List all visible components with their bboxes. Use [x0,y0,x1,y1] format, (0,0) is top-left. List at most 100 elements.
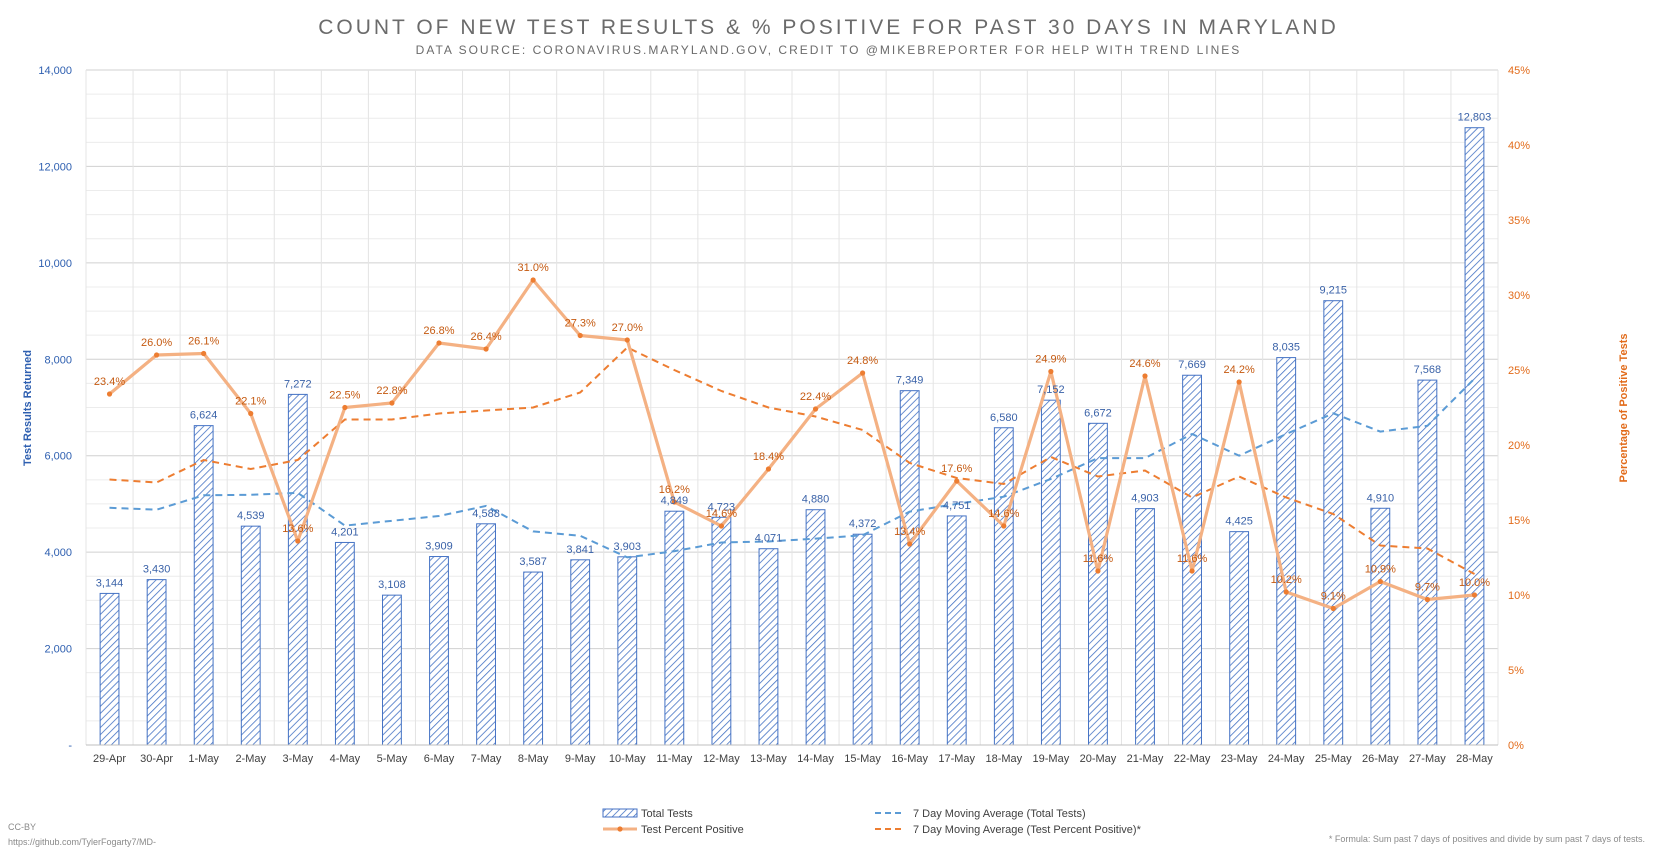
y2-tick-label: 5% [1508,665,1524,677]
pct-value-label: 17.6% [941,463,972,475]
pct-line [108,278,1475,611]
pct-point [765,466,772,472]
pct-point [342,404,348,411]
pct-value-label: 13.4% [894,526,925,538]
x-tick-label: 16-May [891,753,928,765]
pct-value-label: 11.6% [1083,553,1114,565]
bar-value-label: 4,425 [1225,516,1253,528]
pct-point [1048,368,1054,375]
bar [1088,422,1108,746]
pct-point [248,410,254,417]
y2-tick-label: 25% [1508,365,1530,377]
x-tick-label: 1-May [188,753,219,765]
pct-point [1424,596,1430,603]
x-tick-label: 17-May [938,753,975,765]
x-tick-label: 4-May [330,753,361,765]
pct-value-label: 22.1% [235,396,266,408]
bar [240,525,261,746]
y-tick-label: 6,000 [44,451,72,463]
x-tick-label: 6-May [424,753,455,765]
pct-point [718,523,725,529]
pct-value-label: 26.4% [470,331,501,343]
bar-value-label: 3,430 [143,564,171,576]
x-tick-label: 23-May [1221,753,1258,765]
y2-tick-label: 20% [1508,440,1530,452]
x-tick-label: 19-May [1033,753,1070,765]
bar-value-label: 3,903 [614,541,642,553]
pct-value-label: 11.6% [1177,553,1208,565]
y2-tick-label: 10% [1508,590,1530,602]
source-url-text[interactable]: https://github.com/TylerFogarty7/MD- [8,837,157,847]
x-tick-label: 24-May [1268,753,1305,765]
pct-value-label: 14.6% [706,508,737,520]
y2-tick-label: 40% [1508,140,1530,152]
pct-value-label: 26.0% [141,337,172,349]
bar-value-label: 7,349 [896,375,924,387]
bar-value-label: 4,588 [472,508,500,520]
pct-point [1001,523,1007,529]
license-text: CC-BY [8,822,37,832]
chart-subtitle: DATA SOURCE: CORONAVIRUS.MARYLAND.GOV, C… [415,43,1242,57]
legend-label: 7 Day Moving Average (Test Percent Posit… [913,824,1142,836]
bar-value-label: 6,672 [1084,407,1112,419]
bar-value-label: 3,909 [425,541,453,553]
bar-value-label: 4,071 [755,533,783,545]
x-tick-label: 5-May [377,753,408,765]
grid [85,69,1499,746]
pct-value-label: 9.1% [1321,591,1346,603]
y2-tick-label: 30% [1508,290,1530,302]
pct-point [1189,568,1195,574]
bar-value-label: 3,108 [378,579,406,591]
x-tick-label: 20-May [1080,753,1117,765]
bar-value-label: 4,880 [802,494,830,506]
y-axis-title: Test Results Returned [22,350,34,466]
x-tick-label: 11-May [656,753,692,765]
bar-value-label: 6,580 [990,412,1018,424]
pct-point [860,370,866,376]
bar [146,579,167,746]
y-tick-label: - [68,740,72,752]
pct-point [154,352,160,358]
bar [617,556,638,746]
pct-point [1095,568,1101,574]
pct-point [1283,589,1289,595]
pct-point [954,478,960,484]
bar [1276,357,1297,746]
bar-value-label: 4,849 [661,495,689,507]
x-tick-label: 28-May [1456,753,1493,765]
bar [758,548,779,746]
pct-point [671,499,677,505]
bar [852,533,873,746]
pct-value-label: 13.6% [282,523,313,535]
pct-value-label: 22.4% [800,391,831,403]
bar [1417,379,1438,746]
y-tick-label: 4,000 [44,547,72,559]
legend-label: Total Tests [641,808,693,820]
x-tick-label: 13-May [750,753,787,765]
pct-point [1236,379,1242,385]
bar-value-label: 4,903 [1131,493,1159,505]
bar-series-total-tests [99,127,1485,746]
legend-label: Test Percent Positive [641,824,744,836]
y2-tick-label: 15% [1508,515,1530,527]
bar-value-label: 3,587 [519,556,547,568]
bar [1323,300,1344,746]
bar-value-label: 4,723 [708,501,736,513]
legend-swatch-total-tests [602,808,638,818]
pct-point [907,541,913,547]
pct-point [295,538,301,544]
pct-value-label: 9.7% [1415,582,1440,594]
bar [193,425,214,746]
bar-value-label: 9,215 [1320,285,1348,297]
bar [429,556,449,746]
bar [993,427,1014,746]
bar-value-label: 3,841 [566,544,594,556]
bar [711,516,732,746]
bar [523,571,544,746]
pct-value-label: 23.4% [94,376,125,388]
pct-value-label: 10.2% [1271,574,1302,586]
bar [476,523,496,746]
bar [1370,507,1391,746]
